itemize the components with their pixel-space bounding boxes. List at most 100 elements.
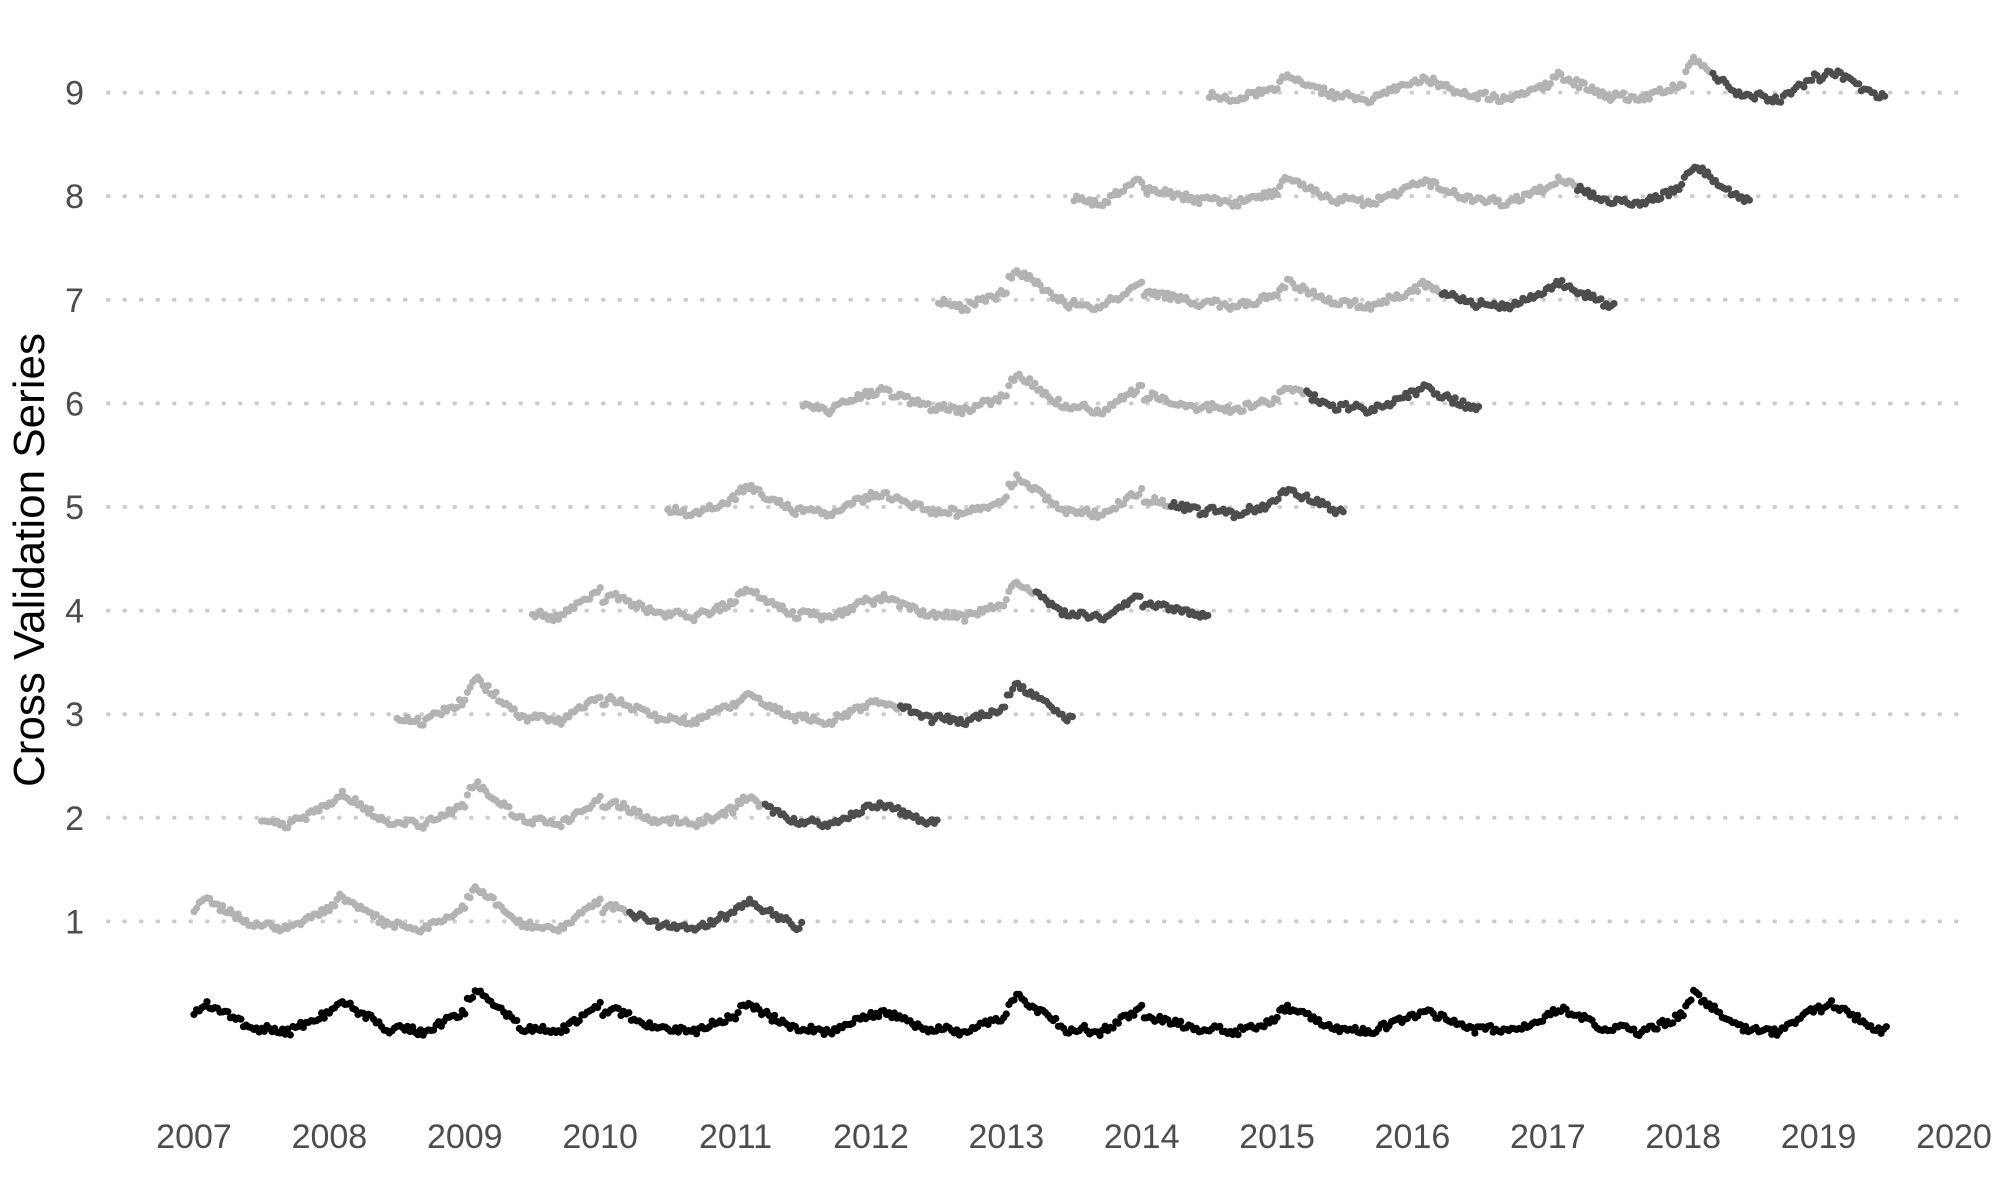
point-cv6-training <box>924 400 932 408</box>
point-cv6-training <box>1239 407 1247 415</box>
point-full-series <box>203 998 211 1006</box>
point-cv4-training <box>794 614 802 623</box>
point-full-series <box>1653 1025 1661 1033</box>
point-full-series <box>1765 1025 1773 1033</box>
point-full-series <box>1710 1002 1719 1010</box>
x-tick-label: 2009 <box>427 1118 503 1156</box>
point-cv4-training <box>958 611 966 619</box>
point-cv9-validation <box>1855 80 1863 88</box>
point-cv9-training <box>1481 88 1489 96</box>
point-cv9-training <box>1546 80 1554 88</box>
point-cv7-training <box>1382 298 1390 307</box>
y-tick-label: 6 <box>65 385 84 423</box>
point-cv4-training <box>570 604 578 613</box>
point-full-series <box>1273 1013 1281 1022</box>
point-cv2-training <box>284 824 292 832</box>
point-cv8-validation <box>1698 164 1707 172</box>
point-cv3-training <box>492 688 500 696</box>
point-cv2-training <box>612 797 620 805</box>
point-full-series <box>237 1015 245 1023</box>
point-cv9-training <box>1645 95 1653 103</box>
point-cv7-training <box>1273 292 1281 300</box>
point-cv7-training <box>955 300 964 308</box>
point-cv2-training <box>474 778 482 786</box>
point-cv5-training <box>739 488 747 496</box>
point-cv7-training <box>1138 278 1146 286</box>
point-cv7-training <box>1002 289 1010 297</box>
point-full-series <box>1304 1009 1312 1018</box>
point-cv8-training <box>1234 202 1242 210</box>
point-full-series <box>765 1012 774 1020</box>
point-cv6-validation <box>1459 397 1467 405</box>
point-cv1-training <box>372 911 380 919</box>
point-cv8-training <box>1552 180 1560 188</box>
point-full-series <box>224 1008 232 1016</box>
point-cv8-validation <box>1665 192 1673 200</box>
point-cv4-training <box>961 617 969 625</box>
point-cv4-training <box>1002 596 1010 604</box>
point-cv6-training <box>1002 392 1010 400</box>
point-cv5-validation <box>1303 491 1311 499</box>
point-cv1-validation <box>798 918 806 927</box>
x-tick-label: 2016 <box>1375 1118 1451 1156</box>
point-cv3-training <box>843 712 852 721</box>
point-full-series <box>1177 1017 1185 1025</box>
point-cv9-validation <box>1777 98 1785 106</box>
point-cv1-training <box>489 894 497 902</box>
point-full-series <box>625 1009 633 1017</box>
point-cv7-training <box>1325 294 1333 302</box>
point-cv2-training <box>336 793 344 801</box>
point-cv8-training <box>1273 190 1281 198</box>
point-cv4-training <box>625 597 633 605</box>
point-cv2-training <box>338 787 346 795</box>
point-cv8-validation <box>1678 180 1686 188</box>
point-cv9-training <box>1273 85 1281 93</box>
point-cv1-training <box>515 916 524 924</box>
point-cv6-training <box>903 392 912 400</box>
point-cv5-training <box>1088 513 1096 521</box>
point-cv2-validation <box>912 812 920 820</box>
point-cv1-validation <box>652 917 660 925</box>
point-cv8-training <box>1518 196 1526 204</box>
point-cv9-training <box>1682 68 1690 76</box>
point-cv4-training <box>601 597 610 605</box>
point-cv4-training <box>690 617 698 625</box>
point-cv3-training <box>830 717 839 725</box>
point-cv5-training <box>731 496 740 504</box>
point-cv3-training <box>679 714 688 722</box>
point-cv2-training <box>731 804 740 812</box>
point-cv2-training <box>752 797 761 805</box>
point-cv8-training <box>1140 184 1148 192</box>
point-cv9-training <box>1666 87 1674 95</box>
point-cv5-training <box>1039 490 1047 498</box>
point-full-series <box>409 1023 417 1031</box>
point-full-series <box>1674 1015 1682 1023</box>
point-cv8-validation <box>1657 194 1665 202</box>
point-cv2-training <box>700 818 708 827</box>
point-cv3-training <box>419 721 427 729</box>
x-tick-label: 2014 <box>1104 1118 1180 1156</box>
point-cv5-training <box>945 510 953 518</box>
point-cv9-training <box>1575 84 1583 92</box>
point-cv3-validation <box>1001 703 1009 711</box>
point-cv8-training <box>1570 181 1578 189</box>
point-cv3-training <box>601 700 610 709</box>
point-cv9-validation <box>1881 92 1889 100</box>
point-cv3-training <box>461 696 469 704</box>
point-cv7-training <box>1007 274 1016 282</box>
point-cv8-validation <box>1724 185 1733 193</box>
point-cv7-training <box>971 301 979 309</box>
point-cv6-training <box>1224 403 1232 411</box>
point-cv2-training <box>351 795 359 803</box>
point-cv7-training <box>1281 284 1289 292</box>
point-cv5-training <box>882 489 891 497</box>
point-cv3-validation <box>1006 691 1014 699</box>
point-cv9-validation <box>1808 76 1816 84</box>
point-cv5-training <box>1112 505 1120 513</box>
point-cv9-training <box>1416 78 1424 86</box>
y-tick-label: 3 <box>65 696 84 734</box>
point-cv6-training <box>1031 379 1039 387</box>
point-cv2-training <box>596 792 604 801</box>
point-full-series <box>1695 991 1703 999</box>
point-cv7-training <box>1047 289 1055 297</box>
